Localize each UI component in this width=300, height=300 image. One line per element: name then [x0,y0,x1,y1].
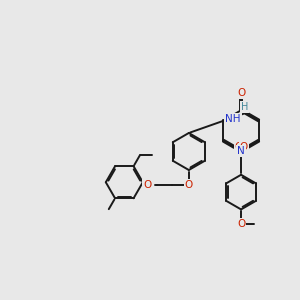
Text: NH: NH [225,114,241,124]
Text: N: N [237,146,245,156]
Text: O: O [234,142,243,152]
Text: O: O [143,180,152,190]
Text: O: O [237,88,245,98]
Text: H: H [241,102,248,112]
Text: O: O [185,180,193,190]
Text: O: O [237,219,245,229]
Text: O: O [239,142,248,152]
